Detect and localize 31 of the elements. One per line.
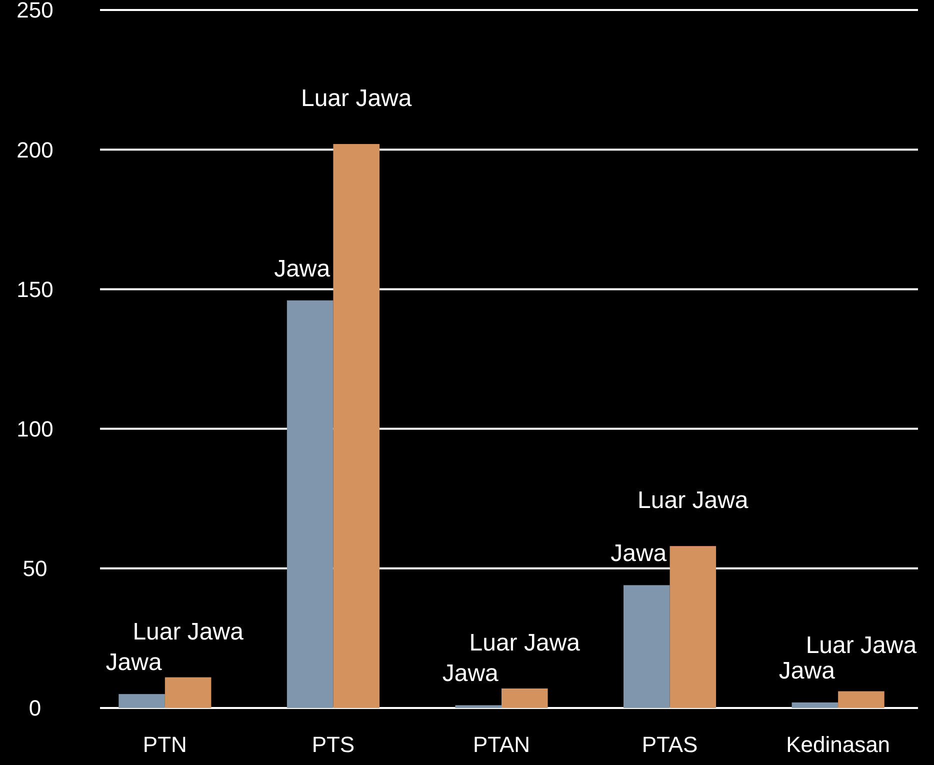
bar: [670, 546, 716, 708]
x-tick-label: PTN: [142, 732, 187, 757]
x-tick-label: PTS: [312, 732, 355, 757]
text: Jawa: [610, 540, 667, 568]
bar: [118, 694, 165, 708]
bar: [502, 688, 548, 708]
text: Jawa: [442, 660, 498, 688]
bar: [286, 300, 334, 708]
bar: [624, 585, 670, 708]
y-tick-label: 0: [28, 696, 42, 721]
text: Luar Jawa: [638, 487, 748, 514]
bar: [838, 691, 884, 708]
series-label: Luar Jawa: [300, 85, 412, 112]
y-tick-label: 100: [16, 416, 54, 442]
text: Jawa: [274, 255, 330, 282]
bar: [333, 144, 380, 708]
y-tick-label: 50: [22, 556, 48, 582]
text: Luar Jawa: [469, 629, 580, 656]
y-tick-label: 200: [16, 137, 54, 162]
x-tick-label: Kedinasan: [786, 732, 890, 757]
bar: [455, 705, 502, 708]
bar: [792, 702, 838, 708]
y-tick-label: 250: [16, 0, 54, 23]
x-tick-label: PTAN: [472, 732, 530, 757]
text: Luar Jawa: [806, 632, 917, 660]
y-tick-label: 150: [16, 276, 54, 302]
bar: [164, 677, 212, 708]
text: Luar Jawa: [132, 618, 244, 646]
text: Jawa: [778, 657, 835, 684]
series-label: Jawa: [106, 649, 162, 676]
x-tick-label: PTAS: [642, 732, 698, 757]
